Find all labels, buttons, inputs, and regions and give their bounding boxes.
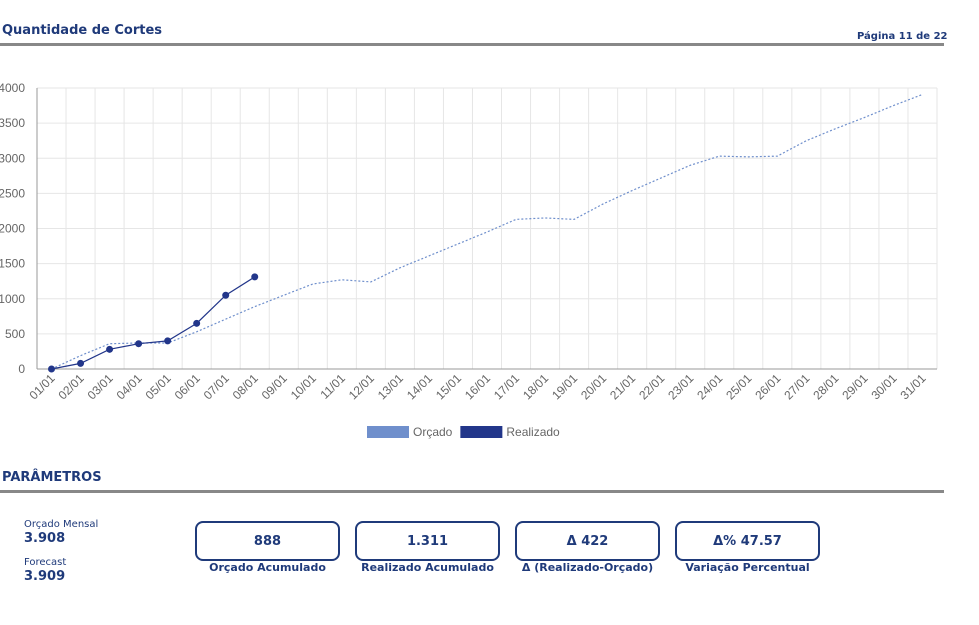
x-tick-label: 26/01 [752, 371, 783, 402]
x-tick-label: 08/01 [230, 371, 261, 402]
x-tick-label: 30/01 [868, 371, 899, 402]
point [164, 337, 172, 345]
x-tick-label: 19/01 [549, 371, 580, 402]
y-tick-label: 1500 [0, 257, 25, 271]
kpi-value: Δ% 47.57 [675, 521, 820, 561]
y-tick-label: 2500 [0, 186, 25, 200]
kpi-value: 888 [195, 521, 340, 561]
x-tick-label: 27/01 [781, 371, 812, 402]
point [193, 319, 201, 327]
x-tick-label: 31/01 [897, 371, 928, 402]
legend-label: Orçado [413, 425, 453, 439]
page-number: Página 11 de 22 [857, 31, 948, 42]
x-tick-label: 25/01 [723, 371, 754, 402]
point [251, 273, 259, 281]
y-tick-label: 4000 [0, 81, 25, 95]
x-tick-label: 14/01 [404, 371, 435, 402]
page-title: Quantidade de Cortes [2, 23, 163, 38]
point [222, 291, 230, 299]
kpi-label: Realizado Acumulado [361, 561, 494, 574]
x-tick-label: 23/01 [665, 371, 696, 402]
param-label: Forecast [24, 557, 67, 568]
x-tick-label: 18/01 [520, 371, 551, 402]
x-tick-label: 11/01 [317, 371, 348, 402]
point [135, 340, 143, 348]
kpi-value: Δ 422 [515, 521, 660, 561]
y-tick-label: 3000 [0, 151, 25, 165]
y-tick-label: 2000 [0, 222, 25, 236]
y-tick-label: 3500 [0, 116, 25, 130]
header-rule [0, 43, 944, 46]
legend-label: Realizado [506, 425, 560, 439]
x-tick-label: 28/01 [810, 371, 841, 402]
legend-swatch [367, 426, 409, 438]
x-tick-label: 09/01 [259, 371, 290, 402]
kpi-label: Variação Percentual [685, 561, 810, 574]
x-tick-label: 16/01 [462, 371, 493, 402]
x-tick-label: 15/01 [433, 371, 464, 402]
line-1 [51, 276, 256, 370]
point [48, 365, 56, 373]
section-title: PARÂMETROS [2, 470, 102, 485]
x-tick-label: 04/01 [114, 371, 145, 402]
param-label: Orçado Mensal [24, 519, 99, 530]
kpi-label: Δ (Realizado-Orçado) [521, 561, 654, 574]
x-tick-label: 12/01 [346, 371, 377, 402]
x-tick-label: 20/01 [578, 371, 609, 402]
x-tick-label: 01/01 [27, 371, 58, 402]
y-tick-label: 0 [18, 362, 25, 376]
x-tick-label: 24/01 [694, 371, 725, 402]
kpi-label: Orçado Acumulado [209, 561, 326, 574]
x-tick-label: 21/01 [607, 371, 638, 402]
x-tick-label: 07/01 [201, 371, 232, 402]
x-tick-label: 05/01 [143, 371, 174, 402]
x-tick-label: 29/01 [839, 371, 870, 402]
point [106, 345, 114, 353]
x-tick-label: 10/01 [288, 371, 319, 402]
x-tick-label: 13/01 [375, 371, 406, 402]
legend-swatch [460, 426, 503, 438]
kpi-value: 1.311 [355, 521, 500, 561]
x-tick-label: 06/01 [172, 371, 203, 402]
y-tick-label: 500 [5, 327, 25, 341]
x-tick-label: 02/01 [56, 371, 87, 402]
chart: 0 500 1000 1500 2000 2500 3000 3500 4000 01/0102/… [0, 81, 938, 439]
param-value: 3.909 [24, 569, 66, 584]
y-tick-label: 1000 [0, 292, 25, 306]
x-tick-label: 17/01 [491, 371, 522, 402]
section-rule [0, 490, 944, 493]
x-tick-label: 22/01 [636, 371, 667, 402]
line-0 [51, 93, 923, 370]
param-value: 3.908 [24, 531, 66, 546]
point [77, 359, 85, 367]
x-tick-label: 03/01 [85, 371, 116, 402]
